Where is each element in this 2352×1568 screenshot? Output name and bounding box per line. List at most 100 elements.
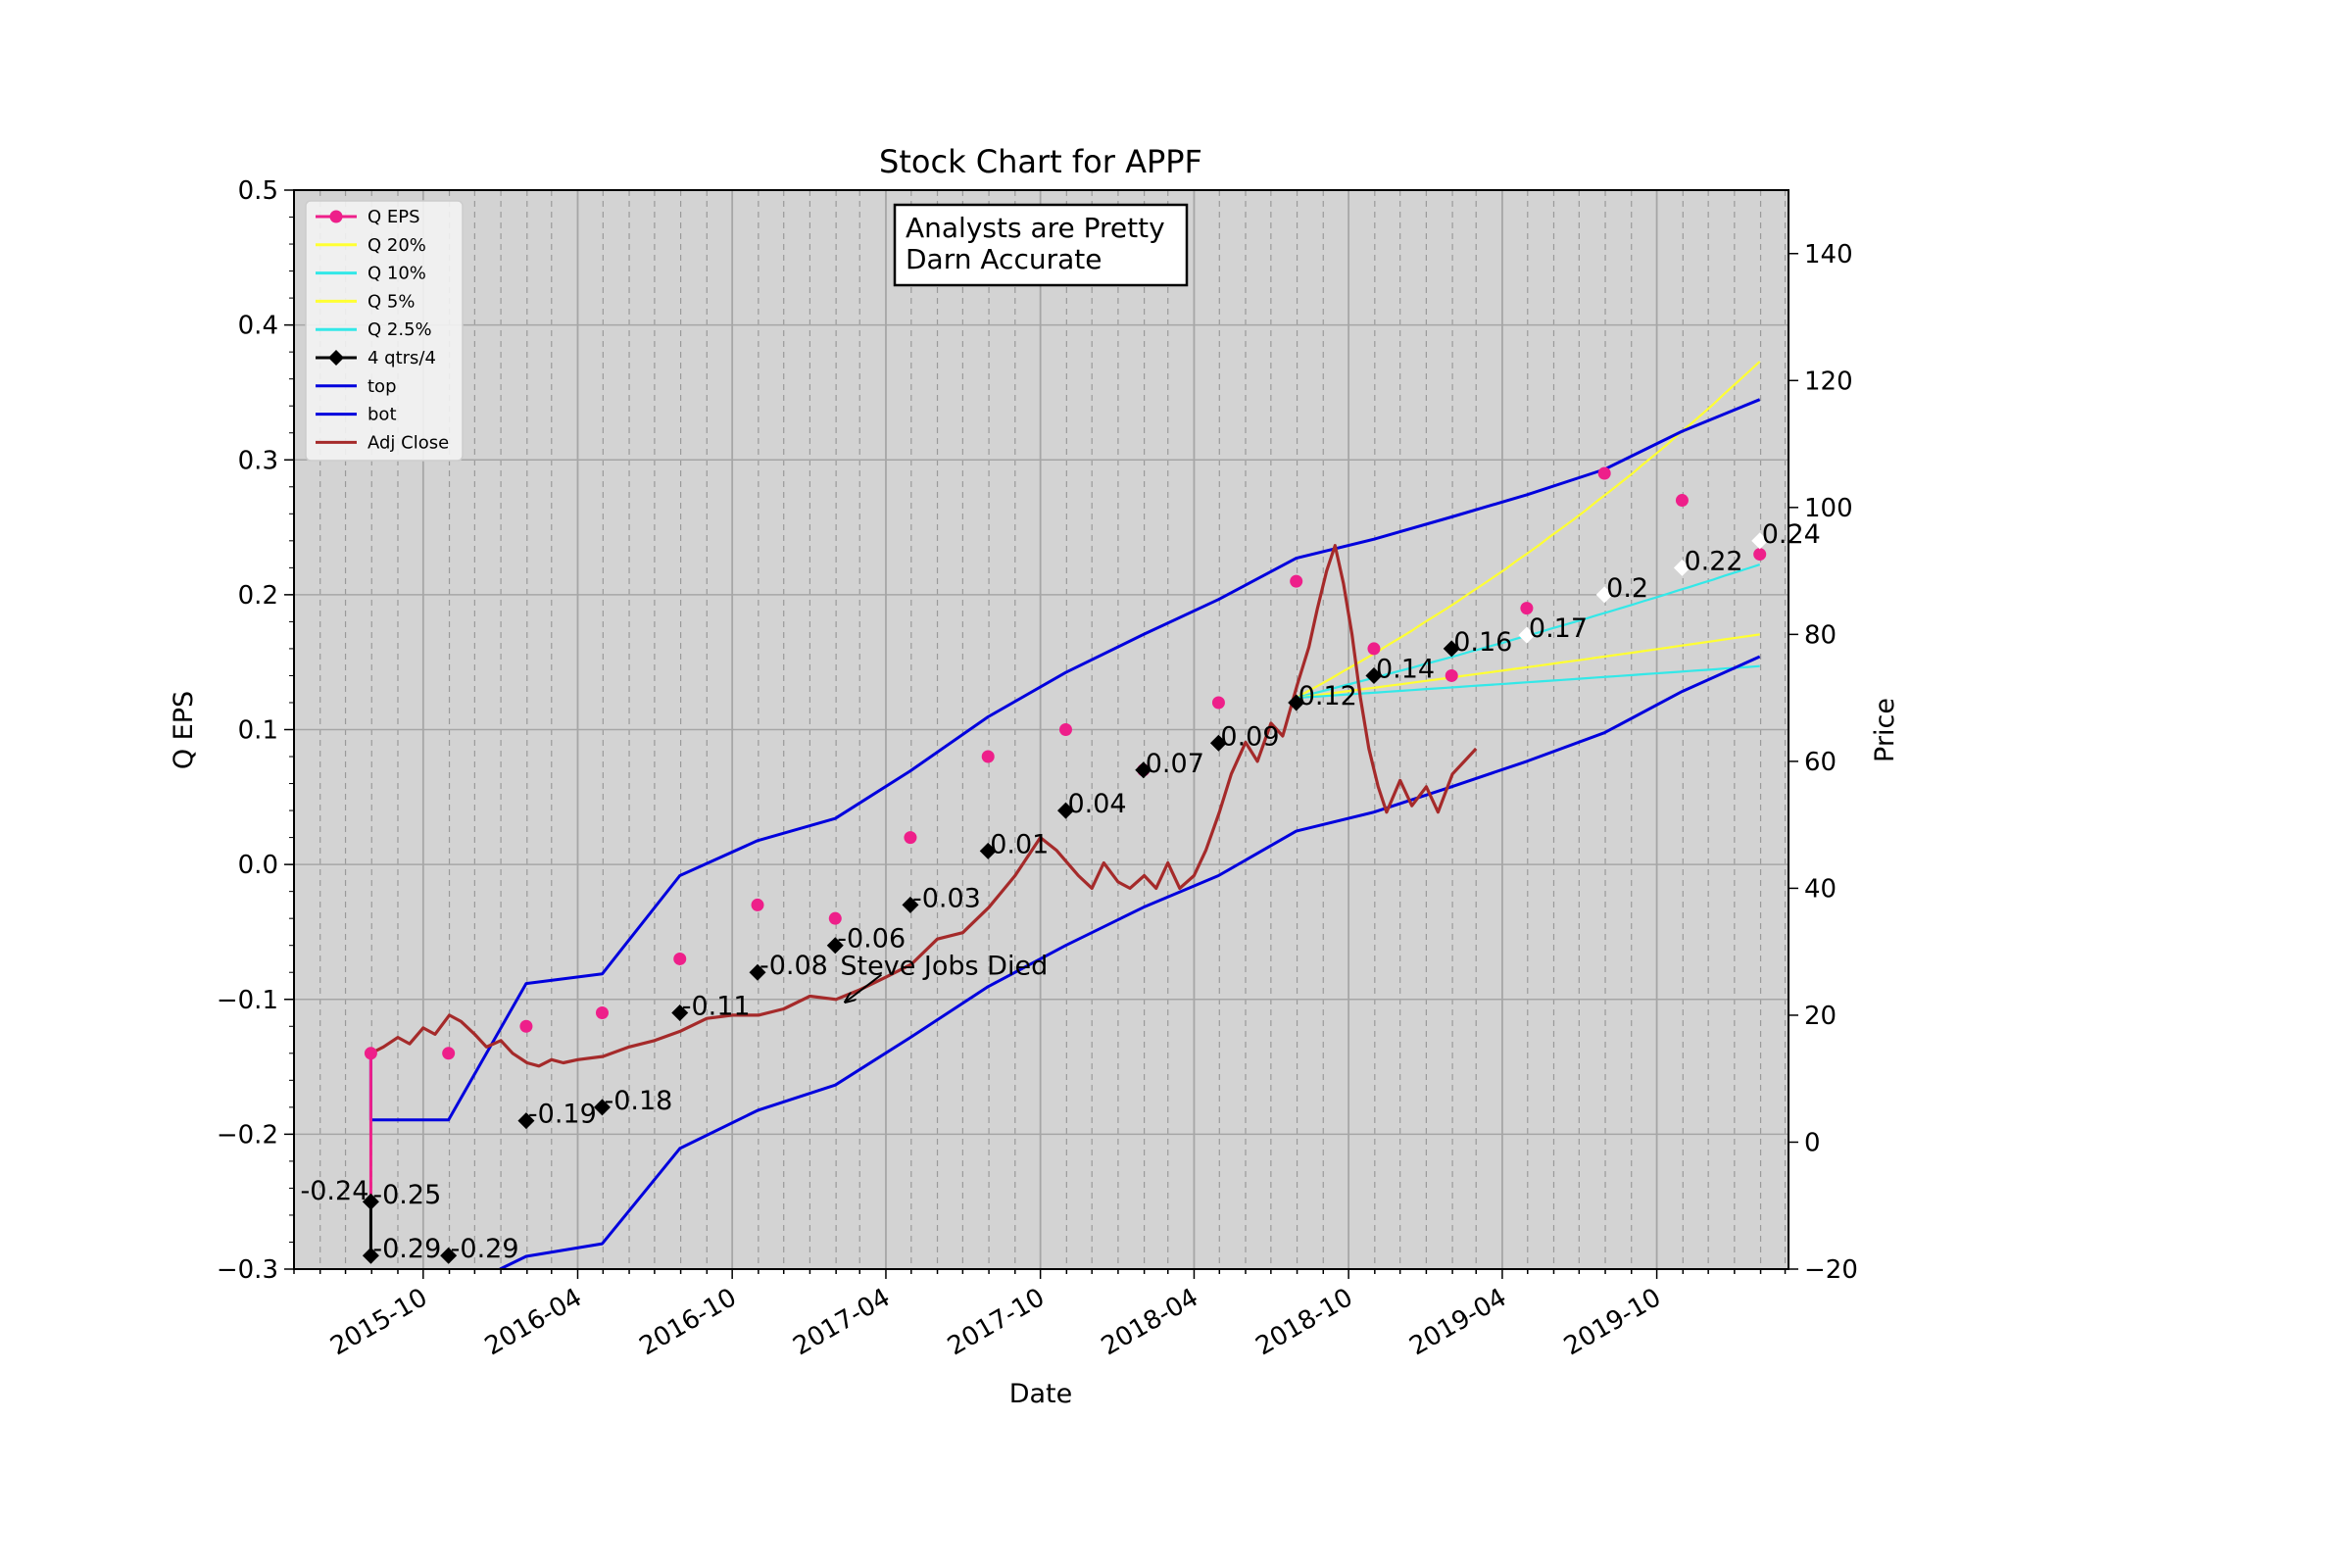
four-qtrs-label: 0.09 <box>1220 721 1279 752</box>
q-eps-point <box>751 898 764 911</box>
q-eps-point <box>1597 466 1611 480</box>
projected-label: 0.17 <box>1529 613 1588 644</box>
annotation-arrow <box>846 973 883 1002</box>
legend-label: Q EPS <box>368 207 420 227</box>
q-eps-point <box>673 952 687 965</box>
x-axis-label: Date <box>1009 1379 1073 1409</box>
q-eps-point <box>1520 602 1534 615</box>
y-tick-label: 0.3 <box>238 446 278 475</box>
four-qtrs-point <box>517 1112 535 1130</box>
y-right-tick-label: 140 <box>1804 240 1853 270</box>
legend-label: Q 10% <box>368 264 426 284</box>
four-qtrs-label: -0.18 <box>604 1086 672 1116</box>
q-eps-point <box>981 750 995 763</box>
q-eps-point <box>904 831 917 845</box>
four-qtrs-point <box>362 1247 379 1264</box>
legend-label: Q 20% <box>368 235 426 256</box>
legend-marker-diamond <box>328 350 344 366</box>
series-line-top <box>368 398 1761 1122</box>
four-qtrs-label: -0.19 <box>528 1100 597 1130</box>
projected-point <box>1595 586 1613 604</box>
projected-label: 0.24 <box>1762 519 1821 550</box>
four-qtrs-point <box>1443 640 1460 658</box>
four-qtrs-label: 0.01 <box>990 829 1049 859</box>
annotation-text-box: Analysts are Pretty Darn Accurate <box>893 203 1189 287</box>
y-right-tick-label: 80 <box>1804 620 1837 650</box>
four-qtrs-label: -0.25 <box>372 1180 441 1210</box>
y-right-tick-label: 40 <box>1804 874 1837 904</box>
four-qtrs-label: -0.06 <box>837 924 906 955</box>
q-eps-point <box>1753 548 1767 562</box>
four-qtrs-point <box>1209 734 1227 752</box>
legend-label: Adj Close <box>368 432 449 453</box>
q-eps-point <box>442 1047 456 1060</box>
four-qtrs-label: -0.11 <box>682 992 751 1022</box>
q-eps-point <box>828 911 842 925</box>
q-eps-point <box>595 1006 609 1020</box>
y-tick-label: 0.4 <box>238 312 278 341</box>
annotation-steve-jobs: Steve Jobs Died <box>840 952 1048 982</box>
q-eps-point <box>1445 668 1458 682</box>
series-line-adj-close <box>369 544 1478 1068</box>
y-right-tick-label: 60 <box>1804 748 1837 777</box>
q-eps-point <box>364 1047 377 1060</box>
legend-label: Q 2.5% <box>368 319 432 340</box>
projected-point <box>1518 626 1536 644</box>
four-qtrs-point <box>979 842 997 859</box>
y-tick-label: 0.2 <box>238 581 278 611</box>
four-qtrs-point <box>1135 761 1152 779</box>
q-eps-point <box>1290 574 1303 588</box>
y-right-tick-label: 20 <box>1804 1002 1837 1031</box>
four-qtrs-point <box>826 937 844 955</box>
legend: Q EPS Q 20% Q 10% Q 5% Q 2.5% 4 qtrs/4 top bot A… <box>305 200 464 462</box>
four-qtrs-point <box>1288 694 1305 711</box>
legend-label: bot <box>368 405 397 425</box>
four-qtrs-label: 0.04 <box>1067 789 1126 819</box>
projected-label: 0.2 <box>1606 573 1648 604</box>
four-qtrs-label: 0.07 <box>1146 749 1204 779</box>
four-qtrs-label: 0.16 <box>1453 627 1512 658</box>
four-qtrs-point <box>1365 666 1383 684</box>
q-eps-point <box>1058 723 1072 736</box>
text-box-line-2: Darn Accurate <box>906 243 1102 275</box>
legend-label: Q 5% <box>368 291 415 312</box>
four-qtrs-extra-label: -0.24 <box>301 1176 369 1206</box>
y-tick-label: −0.1 <box>217 986 278 1015</box>
y-tick-label: −0.3 <box>217 1255 278 1285</box>
four-qtrs-label: 0.14 <box>1376 654 1435 684</box>
q-eps-point <box>519 1019 533 1033</box>
chart-title: Stock Chart for APPF <box>879 143 1202 180</box>
four-qtrs-label: -0.03 <box>912 883 981 913</box>
legend-marker-circle <box>329 210 343 223</box>
y-right-tick-label: 100 <box>1804 494 1853 523</box>
legend-frame <box>305 200 464 462</box>
four-qtrs-point <box>593 1099 611 1116</box>
projected-point <box>1673 559 1690 576</box>
four-qtrs-point <box>902 896 919 913</box>
y-right-tick-label: −20 <box>1804 1255 1858 1285</box>
four-qtrs-point <box>362 1193 379 1210</box>
text-box-frame <box>893 203 1189 287</box>
y-tick-label: 0.5 <box>238 176 278 206</box>
y-axis-label: Q EPS <box>169 691 199 769</box>
y-right-axis-label: Price <box>1870 698 1900 762</box>
y-tick-label: 0.1 <box>238 716 278 746</box>
q-eps-point <box>1367 642 1381 656</box>
y-tick-label: −0.2 <box>217 1120 278 1150</box>
four-qtrs-label: -0.29 <box>372 1234 441 1264</box>
four-qtrs-point <box>440 1247 458 1264</box>
projected-point <box>1751 532 1769 550</box>
y-right-tick-label: 120 <box>1804 367 1853 396</box>
grid-lines <box>293 189 1788 1270</box>
series-line-bot <box>499 655 1761 1271</box>
four-qtrs-label: -0.08 <box>760 951 828 981</box>
y-tick-label: 0.0 <box>238 851 278 880</box>
series-line-q5 <box>1296 633 1760 700</box>
legend-label: top <box>368 376 397 397</box>
q-eps-point <box>1211 696 1225 710</box>
four-qtrs-label: 0.12 <box>1298 681 1357 711</box>
projected-label: 0.22 <box>1684 546 1742 576</box>
text-box-line-1: Analysts are Pretty <box>906 212 1165 244</box>
four-qtrs-point <box>749 963 766 981</box>
